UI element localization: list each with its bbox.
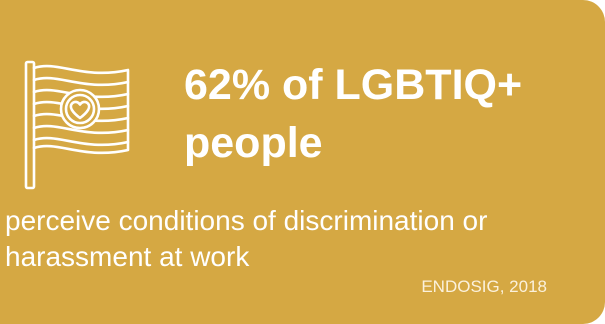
source-citation: ENDOSIG, 2018 [421, 277, 547, 296]
headline-line-2: people [184, 119, 323, 167]
headline: 62% of LGBTIQ+ people [184, 56, 594, 172]
description-line-2: harassment at work [5, 241, 250, 272]
description: perceive conditions of discrimination or… [5, 203, 600, 275]
description-line-1: perceive conditions of discrimination or [5, 205, 488, 236]
pride-flag-heart-icon [24, 60, 130, 190]
headline-line-1: 62% of LGBTIQ+ [184, 61, 523, 109]
